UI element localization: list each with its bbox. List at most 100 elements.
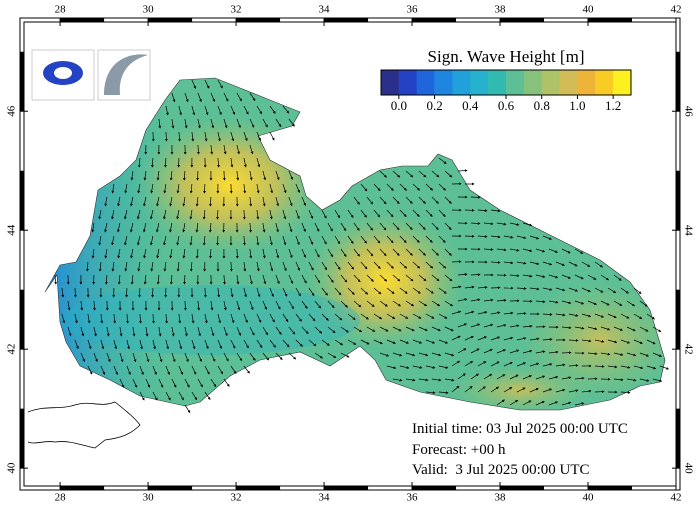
wave-arrow <box>262 274 267 285</box>
wave-arrow <box>418 222 426 230</box>
wave-arrow <box>366 248 374 257</box>
wave-arrow <box>360 183 368 192</box>
colorbar-tick-label: 0.2 <box>426 98 442 113</box>
wave-arrow <box>139 391 145 401</box>
wave-arrow <box>652 352 662 357</box>
wave-arrow <box>191 131 195 142</box>
wave-arrow <box>256 261 260 272</box>
wave-arrow <box>165 105 169 116</box>
wave-arrow <box>243 105 249 115</box>
wave-arrow <box>308 209 314 219</box>
wave-arrow <box>379 222 387 231</box>
wave-arrow <box>509 222 520 226</box>
wave-arrow <box>483 222 494 226</box>
wave-arrow <box>431 170 440 178</box>
wave-arrow <box>169 196 173 207</box>
wave-arrow <box>470 373 479 380</box>
wave-arrow <box>659 365 670 370</box>
wave-arrow <box>256 105 263 115</box>
wave-arrow <box>607 339 618 344</box>
wave-arrow <box>425 261 434 269</box>
wave-arrow <box>451 360 461 367</box>
wave-arrow <box>535 248 546 253</box>
wave-arrow <box>308 339 317 347</box>
wave-arrow <box>100 339 105 350</box>
wave-arrow <box>360 209 367 218</box>
wave-arrow <box>581 339 592 343</box>
wave-arrow <box>418 196 426 204</box>
wave-arrow <box>600 274 610 281</box>
wave-arrow <box>392 196 400 205</box>
wave-arrow <box>217 131 221 142</box>
wave-arrow <box>288 274 294 284</box>
wave-arrow <box>516 337 527 341</box>
wave-arrow <box>496 349 506 354</box>
wave-arrow <box>574 402 585 406</box>
wave-arrow <box>321 209 327 219</box>
wave-arrow <box>249 144 254 155</box>
wave-arrow <box>509 374 519 380</box>
wave-arrow <box>182 222 186 233</box>
wave-arrow <box>139 339 143 350</box>
wave-arrow <box>548 300 559 304</box>
wave-arrow <box>548 375 559 380</box>
wave-arrow <box>197 378 203 388</box>
wave-arrow <box>542 287 553 291</box>
wave-arrow <box>67 300 71 311</box>
wave-arrow <box>405 300 415 307</box>
wave-arrow <box>561 326 572 330</box>
wave-arrow <box>386 235 394 244</box>
wave-arrow <box>91 248 95 259</box>
wave-arrow <box>98 261 102 272</box>
wave-arrow <box>561 248 571 254</box>
wave-arrow <box>142 222 147 233</box>
wave-arrow <box>171 378 177 388</box>
wave-arrow <box>620 365 631 369</box>
lat-label: 44 <box>6 224 18 236</box>
wave-arrow <box>477 311 488 315</box>
wave-arrow <box>392 274 401 282</box>
wave-arrow <box>165 313 169 324</box>
wave-arrow <box>457 169 468 172</box>
wave-arrow <box>156 170 160 181</box>
wave-arrow <box>594 261 603 268</box>
wave-arrow <box>399 235 407 244</box>
wave-arrow <box>152 391 158 401</box>
wave-arrow <box>451 335 461 341</box>
colorbar-swatch <box>488 70 507 95</box>
wave-arrow <box>223 300 227 311</box>
wave-arrow <box>189 235 193 246</box>
frame-segment <box>148 486 193 490</box>
wave-arrow <box>412 261 421 269</box>
wave-arrow <box>158 118 162 129</box>
wave-arrow <box>373 339 383 345</box>
wave-arrow <box>522 349 533 354</box>
wave-arrow <box>451 310 462 315</box>
wave-arrow <box>262 352 270 361</box>
wave-arrow <box>230 131 235 142</box>
wave-arrow <box>321 313 329 321</box>
frame-segment <box>676 408 680 469</box>
wave-arrow <box>132 326 136 337</box>
wave-arrow <box>314 352 323 359</box>
wave-arrow <box>431 196 439 204</box>
wave-arrow <box>568 313 579 317</box>
wave-arrow <box>314 248 320 258</box>
wave-arrow <box>444 196 452 204</box>
wave-arrow <box>438 391 449 395</box>
wave-arrow <box>169 170 173 181</box>
wave-arrow <box>249 222 252 233</box>
wave-arrow <box>269 105 276 114</box>
wave-arrow <box>158 378 164 388</box>
wave-arrow <box>124 261 128 272</box>
wave-arrow <box>124 209 128 220</box>
wave-arrow <box>178 313 182 324</box>
wave-arrow <box>483 248 494 251</box>
wave-arrow <box>444 274 453 282</box>
wave-arrow <box>353 300 362 308</box>
wave-arrow <box>334 261 341 270</box>
wave-arrow <box>256 183 260 194</box>
wave-arrow <box>106 326 110 337</box>
wave-arrow <box>353 326 363 333</box>
colorbar-swatch <box>595 70 614 95</box>
